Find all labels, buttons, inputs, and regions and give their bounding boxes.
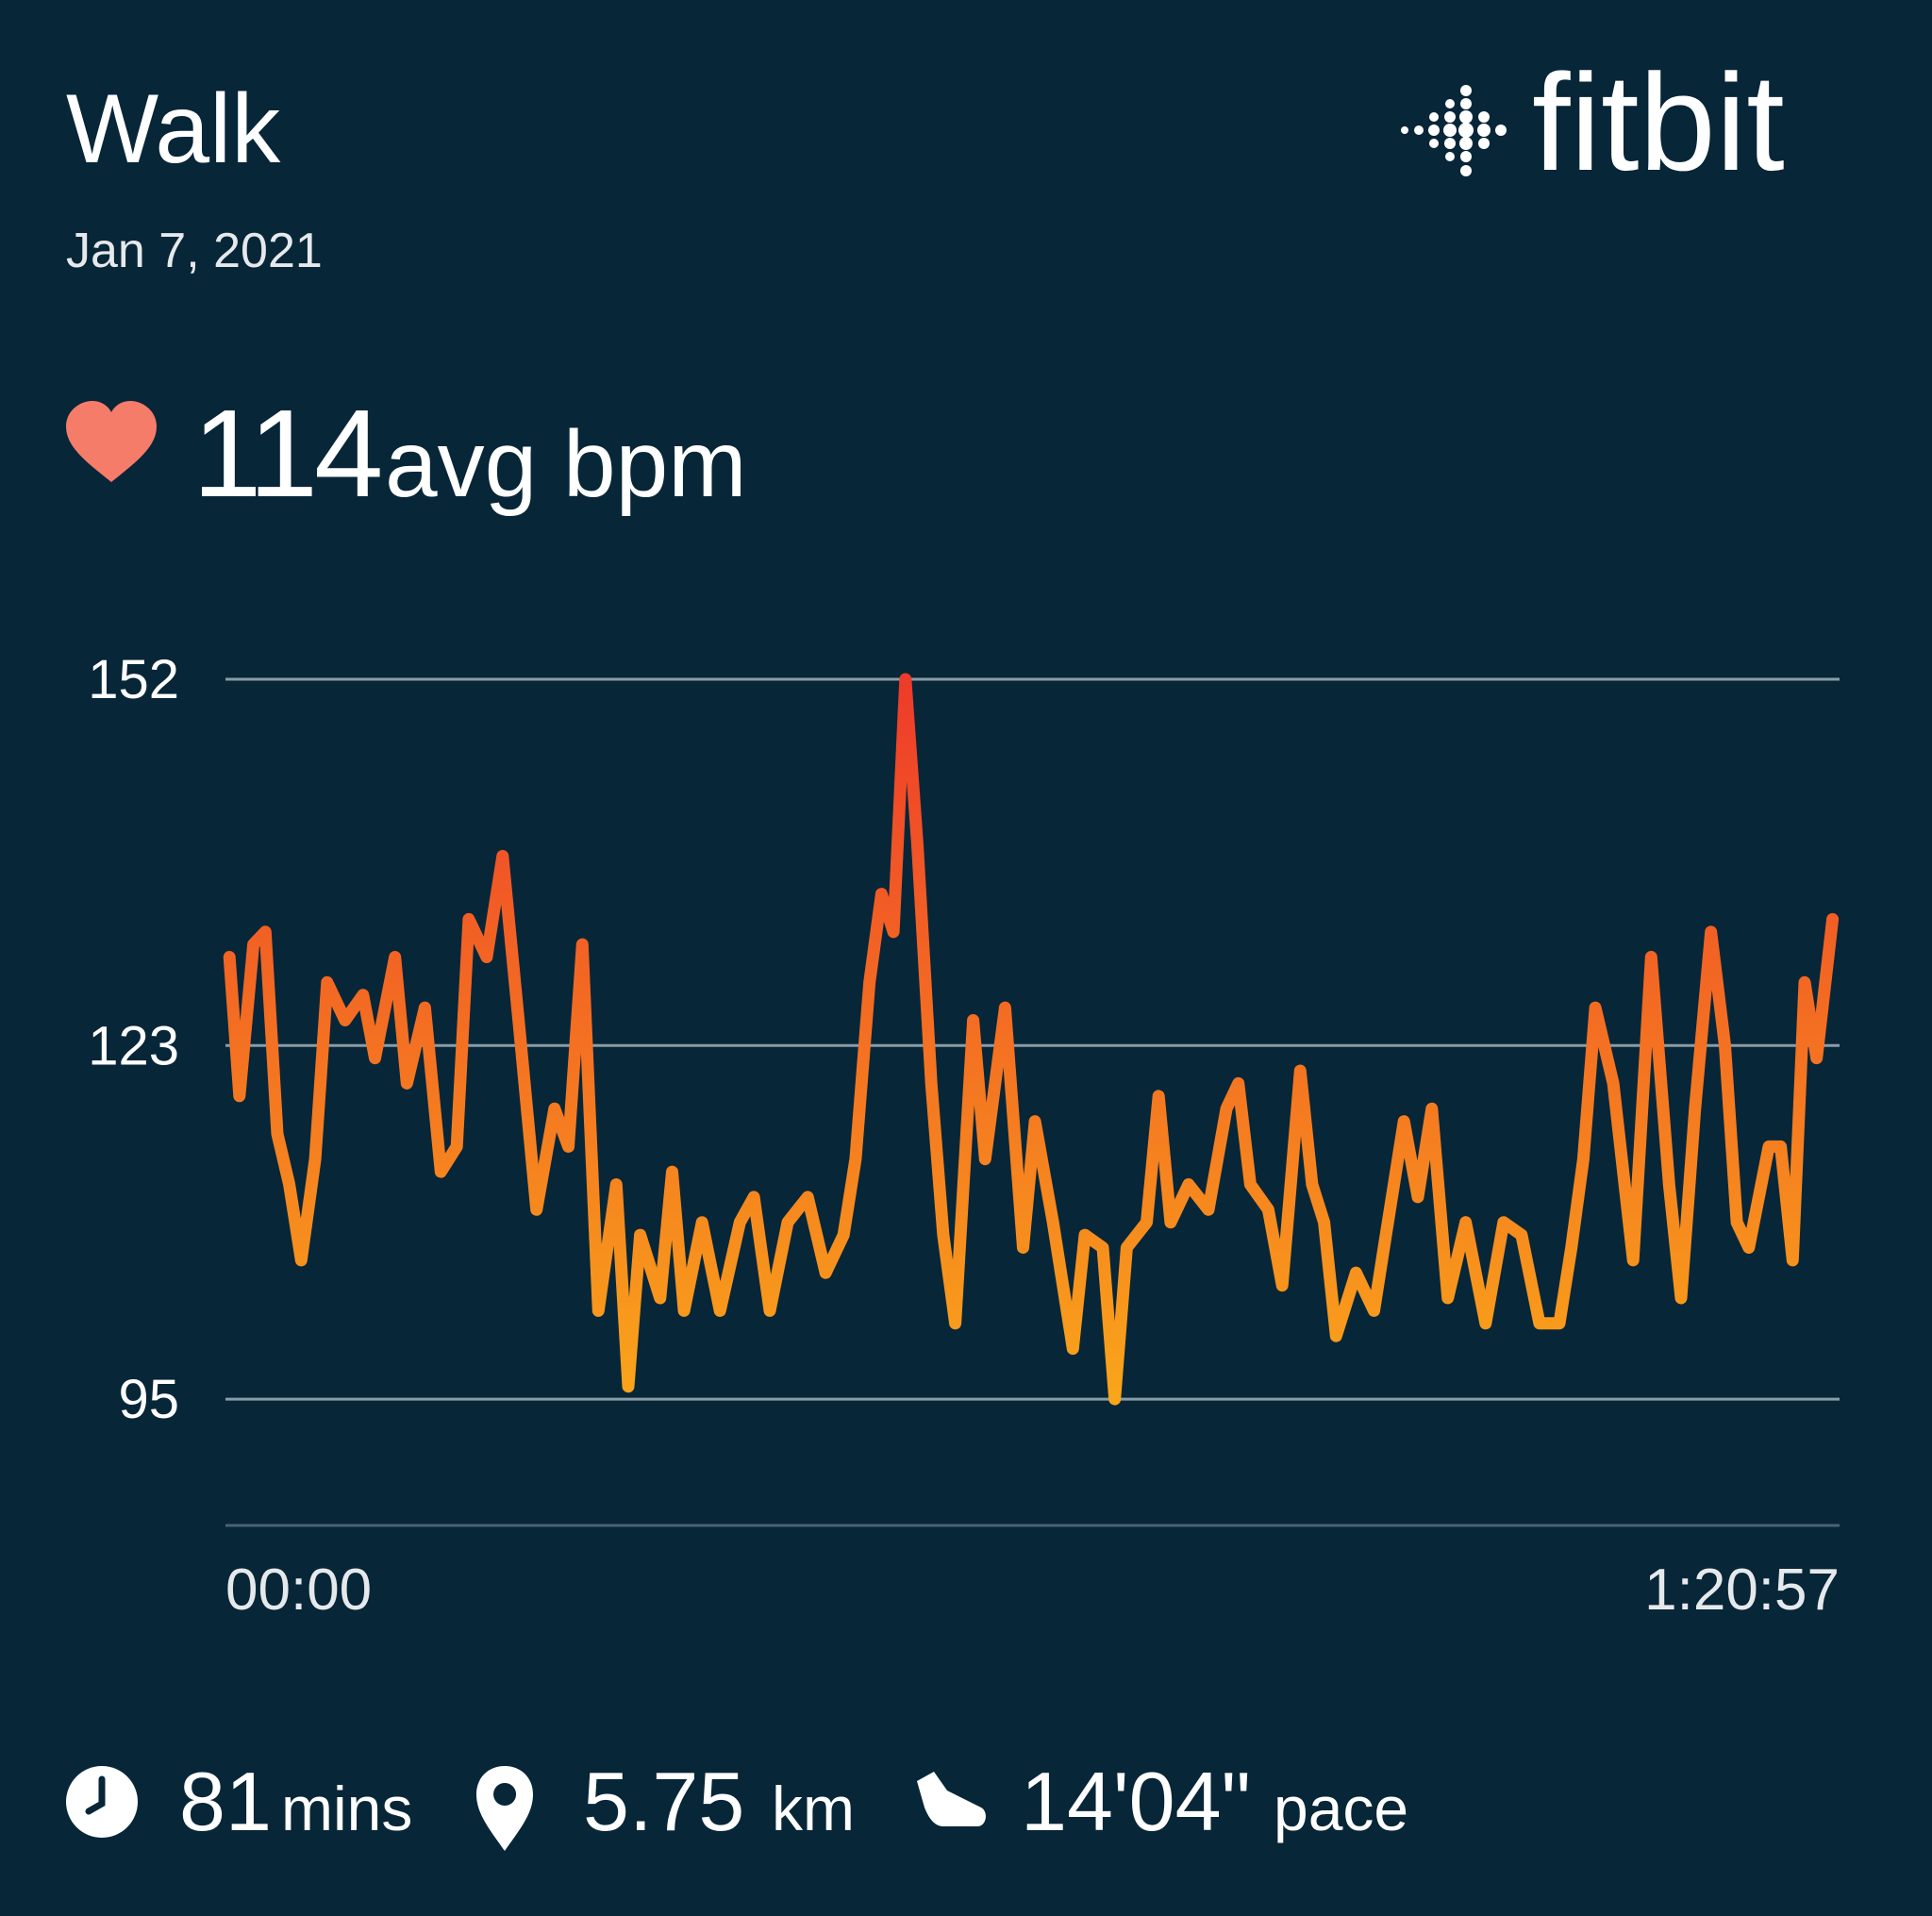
distance-value: 5.75 xyxy=(583,1755,744,1848)
x-tick-label: 00:00 xyxy=(225,1558,372,1623)
logo-text: fitbit xyxy=(1532,45,1785,199)
location-icon xyxy=(476,1766,533,1851)
y-tick-label: 152 xyxy=(88,649,179,710)
pace-unit: pace xyxy=(1274,1774,1408,1843)
avg-value: 114 xyxy=(192,384,380,523)
heart-rate-line xyxy=(223,673,1840,1406)
date: Jan 7, 2021 xyxy=(66,224,323,278)
chart: 95 123 152 00:00 1:20:57 xyxy=(88,649,1840,1623)
heart-icon xyxy=(66,401,157,482)
shoe-icon xyxy=(917,1772,986,1826)
clock-icon xyxy=(66,1766,138,1838)
duration-unit: mins xyxy=(281,1774,412,1843)
avg-unit: avg bpm xyxy=(385,411,747,517)
title: Walk xyxy=(66,75,281,184)
x-tick-label: 1:20:57 xyxy=(1644,1558,1840,1623)
duration-value: 81 xyxy=(179,1755,272,1848)
y-tick-label: 95 xyxy=(118,1369,179,1430)
y-tick-label: 123 xyxy=(88,1015,179,1076)
fitbit-dots xyxy=(1401,85,1507,176)
distance-unit: km xyxy=(772,1774,855,1843)
pace-value: 14'04" xyxy=(1021,1755,1251,1848)
